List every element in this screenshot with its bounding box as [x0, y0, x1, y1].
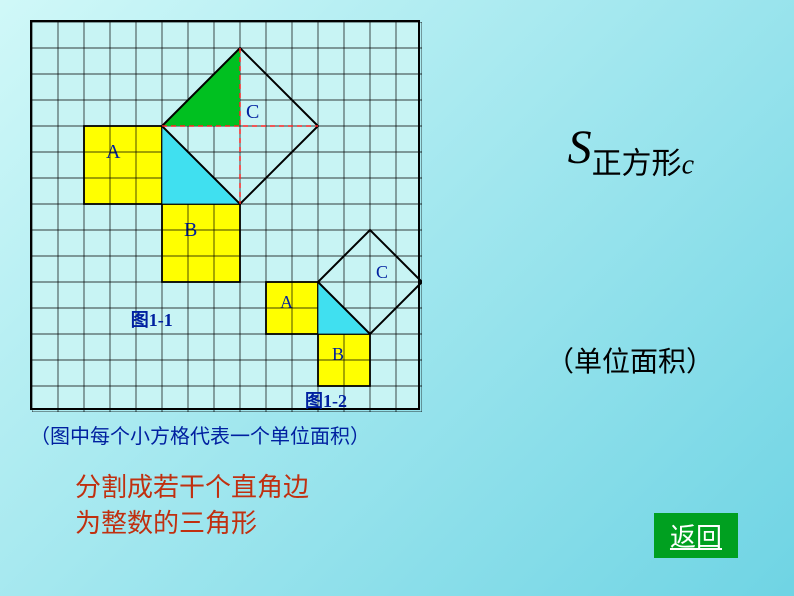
- formula: S正方形c: [568, 120, 694, 183]
- explanation-text: 分割成若干个直角边 为整数的三角形: [75, 470, 309, 543]
- formula-S: S: [568, 121, 592, 174]
- svg-text:图1-1: 图1-1: [131, 310, 173, 330]
- grid-caption: （图中每个小方格代表一个单位面积）: [30, 420, 370, 449]
- svg-text:B: B: [332, 344, 344, 364]
- explanation-line1: 分割成若干个直角边: [75, 470, 309, 506]
- formula-subscript: 正方形: [592, 148, 682, 181]
- explanation-line2: 为整数的三角形: [75, 506, 309, 542]
- svg-text:图1-2: 图1-2: [305, 391, 347, 411]
- svg-text:C: C: [246, 101, 259, 123]
- back-button[interactable]: 返回: [654, 513, 738, 558]
- svg-text:C: C: [376, 262, 388, 282]
- diagram-svg: ABC图1-1ABC图1-2: [32, 22, 422, 412]
- unit-area-text: （单位面积）: [546, 340, 714, 380]
- formula-subscript-c: c: [682, 150, 694, 181]
- svg-text:A: A: [280, 292, 293, 312]
- grid-area: ABC图1-1ABC图1-2: [30, 20, 420, 410]
